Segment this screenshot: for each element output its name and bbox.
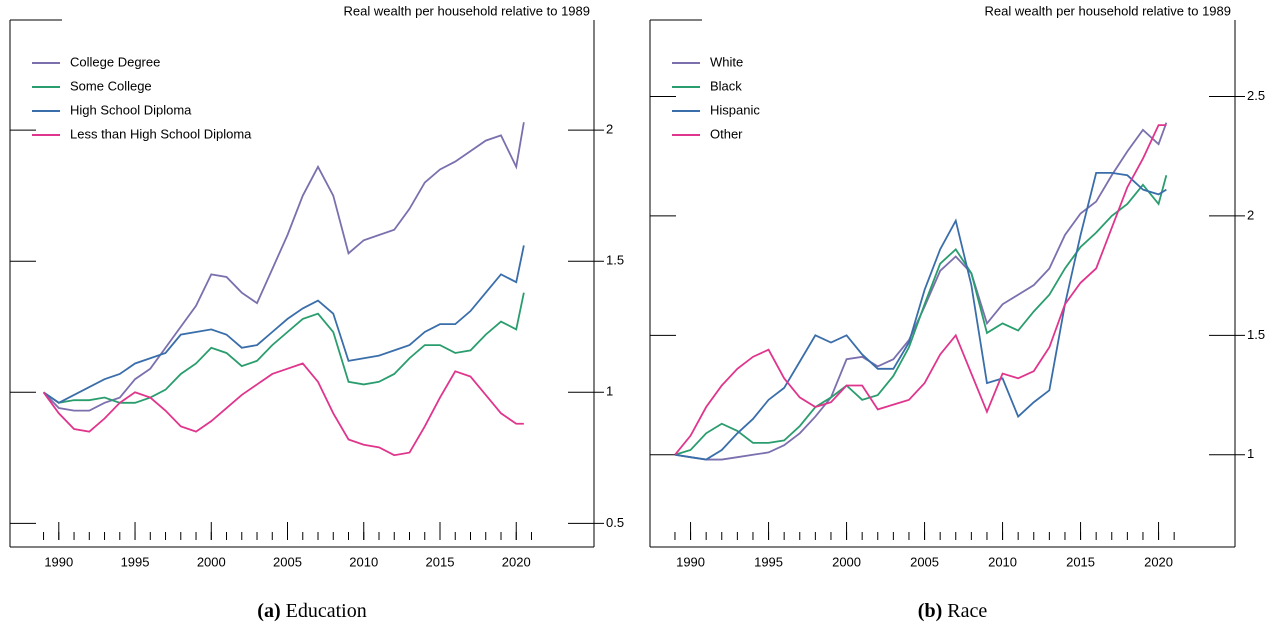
legend-label: College Degree — [70, 54, 160, 69]
x-tick-label: 2020 — [502, 554, 531, 569]
x-tick-label: 2010 — [988, 554, 1017, 569]
y-tick-label: 1.5 — [606, 253, 624, 268]
x-tick-label: 2005 — [910, 554, 939, 569]
series-line — [674, 171, 1167, 461]
series-line — [42, 362, 524, 457]
series-line — [43, 245, 525, 404]
caption-text: Race — [947, 600, 987, 622]
caption-text: Education — [286, 600, 367, 622]
x-tick-label: 2010 — [349, 554, 378, 569]
x-tick-label: 1995 — [754, 554, 783, 569]
x-tick-label: 1990 — [676, 554, 705, 569]
series-line — [674, 124, 1167, 456]
legend-label: Some College — [70, 78, 152, 93]
x-tick-label: 2000 — [832, 554, 861, 569]
series-line — [674, 122, 1168, 461]
x-tick-label: 2020 — [1144, 554, 1173, 569]
series-line — [43, 292, 525, 404]
legend-label: Other — [710, 126, 743, 141]
x-tick-label: 1995 — [121, 554, 150, 569]
chart-title: Real wealth per household relative to 19… — [985, 3, 1231, 18]
x-tick-label: 2015 — [426, 554, 455, 569]
x-tick-label: 2000 — [197, 554, 226, 569]
legend-label: Hispanic — [710, 102, 760, 117]
y-tick-label: 1.5 — [1247, 327, 1265, 342]
caption: (b) Race — [918, 600, 988, 622]
y-tick-label: 2.5 — [1247, 88, 1265, 103]
legend-label: High School Diploma — [70, 102, 192, 117]
caption: (a) Education — [257, 600, 366, 622]
series-line — [42, 122, 525, 412]
caption-label: (a) — [257, 600, 280, 622]
x-tick-label: 2015 — [1066, 554, 1095, 569]
legend-label: Less than High School Diploma — [70, 126, 252, 141]
y-tick-label: 1 — [606, 384, 613, 399]
y-tick-label: 2 — [1247, 207, 1254, 222]
legend-label: White — [710, 54, 743, 69]
legend-label: Black — [710, 78, 742, 93]
caption-label: (b) — [918, 600, 942, 622]
y-tick-label: 1 — [1247, 446, 1254, 461]
y-tick-label: 2 — [606, 122, 613, 137]
x-tick-label: 1990 — [44, 554, 73, 569]
y-tick-label: 0.5 — [606, 515, 624, 530]
chart-title: Real wealth per household relative to 19… — [344, 3, 590, 18]
x-tick-label: 2005 — [273, 554, 302, 569]
series-line — [674, 175, 1168, 456]
